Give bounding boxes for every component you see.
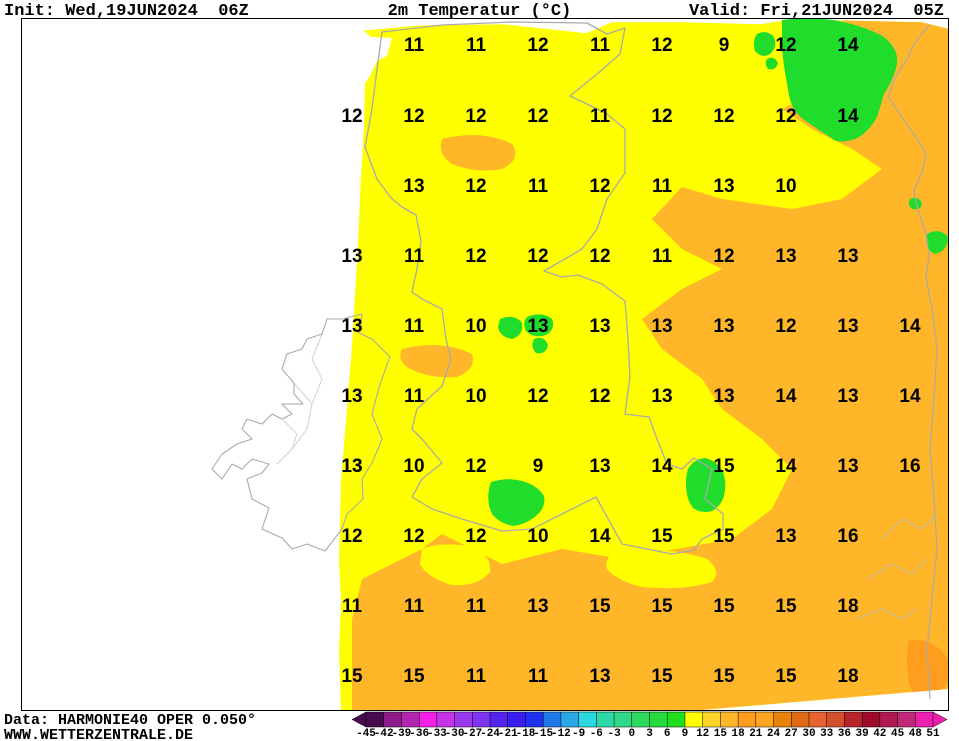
svg-text:13: 13: [527, 596, 548, 617]
svg-text:11: 11: [404, 596, 425, 617]
svg-text:9: 9: [719, 35, 730, 56]
svg-text:13: 13: [775, 246, 796, 267]
svg-text:15: 15: [651, 596, 673, 617]
svg-text:12: 12: [465, 106, 486, 127]
svg-text:13: 13: [403, 176, 424, 197]
svg-text:14: 14: [651, 456, 673, 477]
svg-text:11: 11: [590, 35, 611, 56]
svg-text:13: 13: [341, 456, 362, 477]
svg-text:13: 13: [589, 316, 610, 337]
svg-text:14: 14: [837, 106, 859, 127]
svg-text:13: 13: [837, 456, 858, 477]
svg-text:13: 13: [341, 316, 362, 337]
svg-text:15: 15: [775, 596, 797, 617]
svg-text:11: 11: [404, 386, 425, 407]
svg-text:11: 11: [404, 35, 425, 56]
svg-text:15: 15: [651, 526, 673, 547]
svg-text:16: 16: [837, 526, 858, 547]
svg-text:14: 14: [899, 316, 921, 337]
svg-text:11: 11: [590, 106, 611, 127]
svg-text:12: 12: [403, 106, 424, 127]
svg-text:13: 13: [775, 526, 796, 547]
svg-text:15: 15: [713, 456, 735, 477]
svg-text:12: 12: [527, 35, 548, 56]
svg-text:16: 16: [899, 456, 920, 477]
svg-text:14: 14: [899, 386, 921, 407]
svg-text:12: 12: [341, 526, 362, 547]
svg-text:12: 12: [589, 246, 610, 267]
svg-text:12: 12: [403, 526, 424, 547]
svg-text:10: 10: [465, 316, 486, 337]
svg-text:13: 13: [589, 456, 610, 477]
svg-text:12: 12: [465, 246, 486, 267]
svg-text:15: 15: [403, 666, 425, 687]
svg-text:15: 15: [775, 666, 797, 687]
svg-text:15: 15: [341, 666, 363, 687]
svg-text:13: 13: [589, 666, 610, 687]
svg-text:9: 9: [533, 456, 544, 477]
svg-text:15: 15: [713, 596, 735, 617]
svg-text:12: 12: [465, 176, 486, 197]
svg-text:13: 13: [341, 386, 362, 407]
svg-text:13: 13: [837, 316, 858, 337]
svg-text:11: 11: [342, 596, 363, 617]
svg-text:11: 11: [652, 176, 673, 197]
svg-text:12: 12: [527, 106, 548, 127]
svg-text:12: 12: [775, 316, 796, 337]
svg-text:12: 12: [465, 526, 486, 547]
svg-text:11: 11: [528, 176, 549, 197]
svg-text:11: 11: [466, 596, 487, 617]
svg-text:15: 15: [713, 666, 735, 687]
svg-text:13: 13: [837, 246, 858, 267]
svg-text:12: 12: [589, 176, 610, 197]
svg-text:12: 12: [651, 106, 672, 127]
svg-text:13: 13: [527, 316, 548, 337]
svg-text:18: 18: [837, 596, 858, 617]
svg-text:14: 14: [775, 386, 797, 407]
svg-text:13: 13: [713, 386, 734, 407]
svg-text:12: 12: [651, 35, 672, 56]
svg-text:11: 11: [466, 666, 487, 687]
svg-text:13: 13: [651, 386, 672, 407]
svg-text:12: 12: [527, 386, 548, 407]
svg-text:13: 13: [837, 386, 858, 407]
svg-text:14: 14: [837, 35, 859, 56]
svg-text:11: 11: [404, 316, 425, 337]
svg-text:13: 13: [341, 246, 362, 267]
svg-text:10: 10: [775, 176, 796, 197]
svg-text:12: 12: [465, 456, 486, 477]
svg-text:12: 12: [341, 106, 362, 127]
svg-text:10: 10: [403, 456, 424, 477]
svg-text:12: 12: [775, 35, 796, 56]
svg-text:12: 12: [775, 106, 796, 127]
svg-text:15: 15: [651, 666, 673, 687]
svg-text:12: 12: [713, 246, 734, 267]
svg-text:12: 12: [527, 246, 548, 267]
svg-text:13: 13: [651, 316, 672, 337]
svg-text:13: 13: [713, 316, 734, 337]
svg-text:10: 10: [465, 386, 486, 407]
svg-text:15: 15: [713, 526, 735, 547]
svg-text:11: 11: [404, 246, 425, 267]
svg-text:12: 12: [589, 386, 610, 407]
svg-text:11: 11: [652, 246, 673, 267]
svg-text:12: 12: [713, 106, 734, 127]
svg-text:15: 15: [589, 596, 611, 617]
svg-text:11: 11: [528, 666, 549, 687]
svg-text:18: 18: [837, 666, 858, 687]
svg-text:14: 14: [589, 526, 611, 547]
svg-text:14: 14: [775, 456, 797, 477]
svg-text:11: 11: [466, 35, 487, 56]
svg-text:13: 13: [713, 176, 734, 197]
svg-text:10: 10: [527, 526, 548, 547]
